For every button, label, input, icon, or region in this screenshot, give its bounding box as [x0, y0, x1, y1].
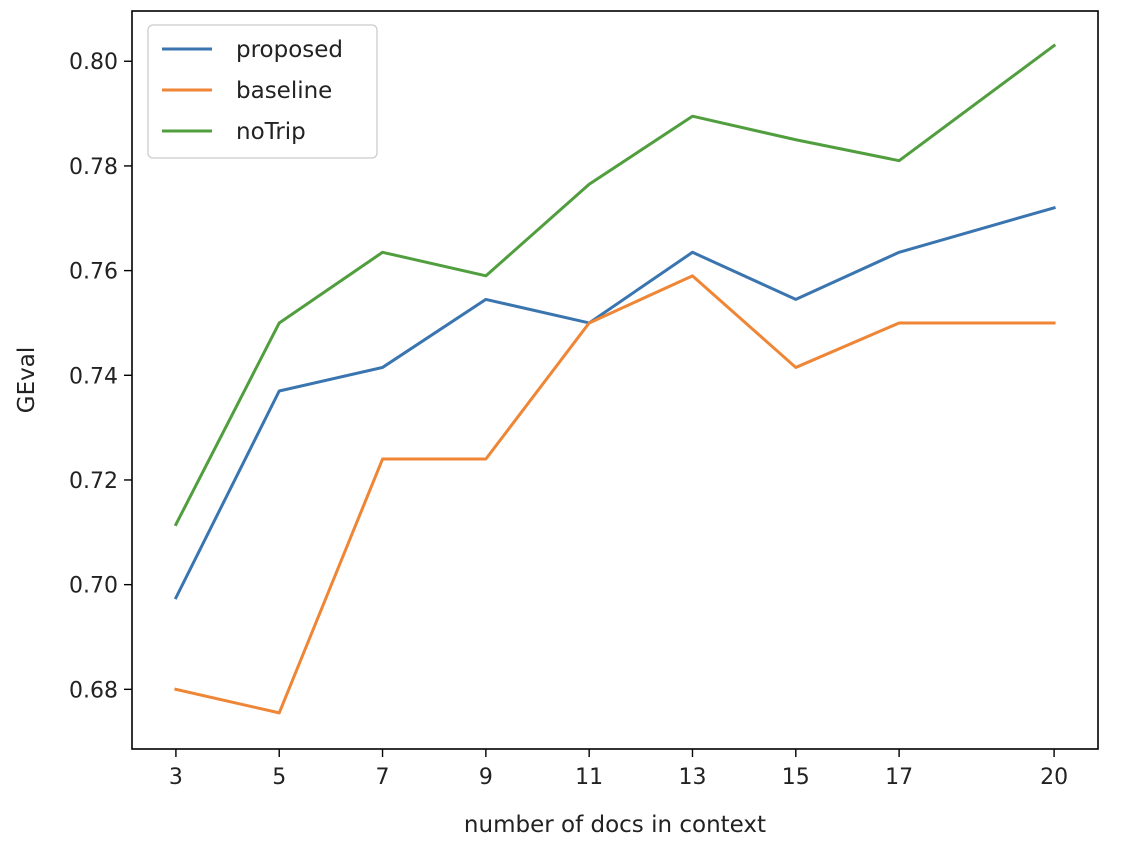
plot-frame — [131, 10, 1099, 750]
series-line-noTrip — [173, 43, 1057, 527]
x-tick-label: 5 — [272, 765, 286, 790]
series-line-baseline — [174, 274, 1056, 715]
y-tick-label: 0.72 — [69, 469, 118, 494]
y-tick-label: 0.76 — [69, 260, 118, 285]
x-axis-label: number of docs in context — [464, 812, 766, 838]
legend: proposed baseline noTrip — [147, 24, 378, 159]
x-tick-label: 20 — [1040, 765, 1068, 790]
x-tick-label: 13 — [678, 765, 706, 790]
legend-box — [147, 24, 378, 159]
y-axis: 0.68 0.70 0.72 0.74 0.76 0.78 0.80 — [69, 50, 132, 703]
x-tick-label: 9 — [479, 765, 493, 790]
x-tick-label: 15 — [782, 765, 810, 790]
x-tick-label: 7 — [376, 765, 390, 790]
y-tick-label: 0.74 — [69, 364, 118, 389]
y-tick-label: 0.68 — [69, 678, 118, 703]
legend-label-noTrip: noTrip — [236, 119, 306, 145]
y-axis-label: GEval — [14, 347, 40, 413]
x-tick-label: 17 — [885, 765, 913, 790]
y-tick-label: 0.70 — [69, 574, 118, 599]
x-tick-label: 3 — [169, 765, 183, 790]
x-tick-label: 11 — [575, 765, 603, 790]
x-axis: 3 5 7 9 11 13 15 17 20 — [169, 749, 1068, 790]
plot-area — [173, 43, 1057, 715]
y-tick-label: 0.80 — [69, 50, 118, 75]
legend-label-proposed: proposed — [236, 37, 343, 63]
y-tick-label: 0.78 — [69, 155, 118, 180]
legend-label-baseline: baseline — [236, 78, 332, 104]
